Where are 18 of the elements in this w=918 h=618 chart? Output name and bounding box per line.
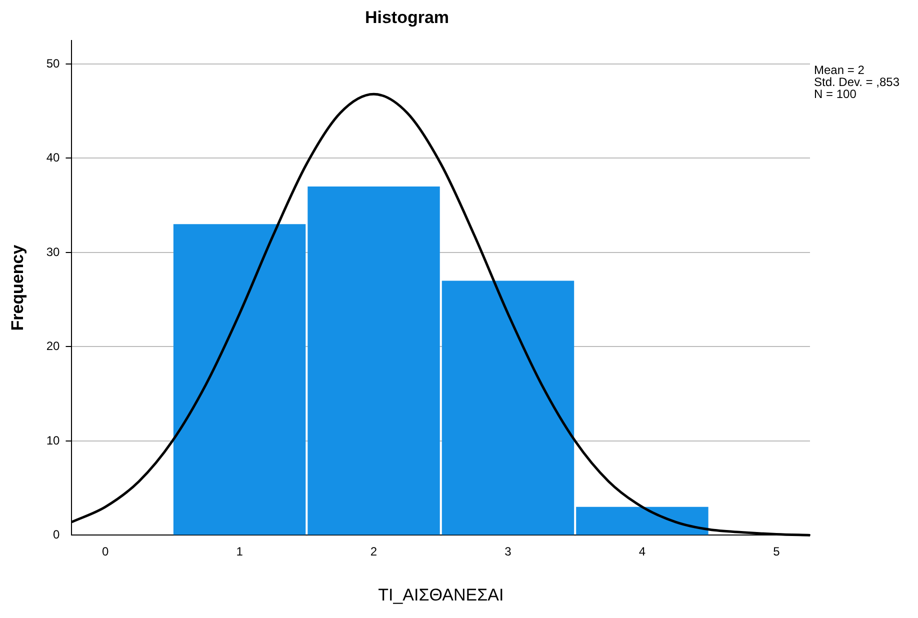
y-tick-label: 0 [53,528,60,542]
chart-title: Histogram [364,8,450,27]
x-tick-label: 3 [504,544,512,559]
y-axis-title: Frequency [8,244,27,331]
text: Mean = 2 [814,63,866,77]
y-tick-label: 40 [46,150,60,165]
y-tick-label: 50 [46,56,60,70]
x-axis-title: TI_ΑΙΣΘΑΝΕΣΑΙ [378,585,504,604]
y-tick-label: 10 [46,433,60,448]
x-tick-label: 2 [370,544,378,559]
x-tick-label: 0 [102,544,109,559]
text: N = 100 [814,87,858,101]
text: Std. Dev. = ,853 [814,75,900,89]
x-tick-label: 1 [236,544,244,559]
x-tick-label: 5 [773,544,780,559]
y-tick-label: 20 [46,339,60,354]
y-tick-label: 30 [46,244,60,259]
x-tick-label: 4 [638,544,646,559]
